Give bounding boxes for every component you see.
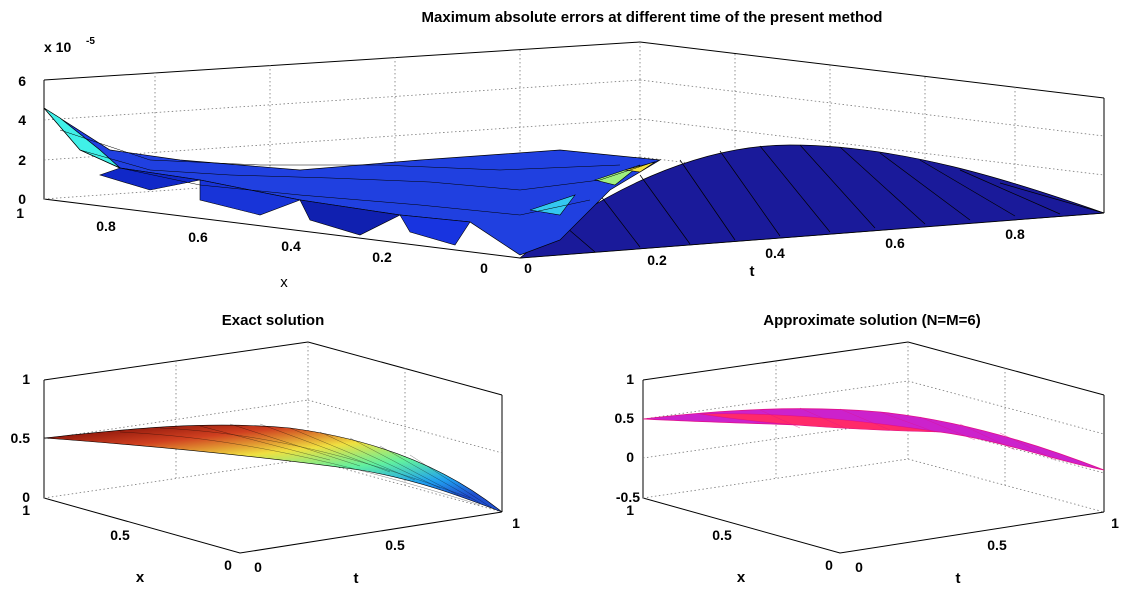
t-tick-label: 1 bbox=[1111, 515, 1119, 531]
z-tick-label: -0.5 bbox=[616, 489, 640, 505]
x-tick-label: 0.6 bbox=[188, 229, 208, 245]
z-tick-label: 2 bbox=[18, 152, 26, 168]
t-tick-label: 0.2 bbox=[647, 252, 667, 268]
t-tick-label: 0 bbox=[524, 260, 532, 276]
approximate-solution-plot: Approximate solution (N=M=6) bbox=[615, 312, 1120, 587]
exponent-value: -5 bbox=[86, 36, 95, 47]
x-tick-label: 0 bbox=[480, 260, 488, 276]
z-tick-label: 0.5 bbox=[615, 410, 635, 426]
z-tick-label: 0 bbox=[22, 489, 30, 505]
z-tick-label: 1 bbox=[626, 371, 634, 387]
x-tick-label: 1 bbox=[22, 502, 30, 518]
exact-surface-mesh bbox=[43, 423, 503, 513]
z-tick-label: 1 bbox=[22, 371, 30, 387]
t-tick-label: 0.5 bbox=[987, 537, 1007, 553]
t-tick-label: 0 bbox=[855, 559, 863, 575]
x-tick-label: 0.5 bbox=[712, 527, 732, 543]
exact-axes-box bbox=[43, 341, 503, 554]
error-t-ticks: 0 0.2 0.4 0.6 0.8 t bbox=[524, 226, 1025, 280]
z-tick-label: 0 bbox=[626, 449, 634, 465]
z-tick-label: 4 bbox=[18, 112, 26, 128]
error-surface-plot: Maximum absolute errors at different tim… bbox=[16, 9, 1105, 291]
x-tick-label: 0.4 bbox=[281, 238, 301, 254]
z-tick-label: 0.5 bbox=[11, 430, 31, 446]
t-tick-label: 1 bbox=[512, 515, 520, 531]
t-axis-label: t bbox=[956, 570, 961, 587]
error-plot-title: Maximum absolute errors at different tim… bbox=[422, 9, 883, 26]
exact-solution-plot: Exact solution bbox=[11, 312, 521, 587]
x-tick-label: 0.8 bbox=[96, 218, 116, 234]
t-tick-label: 0 bbox=[254, 559, 262, 575]
t-axis-label: t bbox=[354, 570, 359, 587]
error-z-ticks: 0 2 4 6 x 10 -5 bbox=[18, 36, 95, 207]
x-tick-label: 0.2 bbox=[372, 249, 392, 265]
approx-axes-box bbox=[642, 341, 1105, 554]
x-tick-label: 1 bbox=[16, 205, 24, 221]
x-tick-label: 1 bbox=[626, 502, 634, 518]
exponent-label: x 10 bbox=[44, 39, 71, 55]
t-tick-label: 0.4 bbox=[765, 245, 785, 261]
error-x-ticks: 1 0.8 0.6 0.4 0.2 0 x bbox=[16, 205, 488, 291]
t-tick-label: 0.8 bbox=[1005, 226, 1025, 242]
error-surface-mesh bbox=[43, 107, 1105, 259]
x-tick-label: 0 bbox=[224, 557, 232, 573]
exact-plot-title: Exact solution bbox=[222, 312, 325, 329]
x-tick-label: 0.5 bbox=[110, 527, 130, 543]
x-tick-label: 0 bbox=[825, 557, 833, 573]
x-axis-label: x bbox=[280, 274, 288, 291]
t-axis-label: t bbox=[750, 263, 755, 280]
z-tick-label: 6 bbox=[18, 73, 26, 89]
approx-surface-mesh bbox=[642, 407, 1105, 471]
approx-plot-title: Approximate solution (N=M=6) bbox=[763, 312, 981, 329]
x-axis-label: x bbox=[737, 569, 746, 586]
x-axis-label: x bbox=[136, 569, 145, 586]
t-tick-label: 0.5 bbox=[385, 537, 405, 553]
z-tick-label: 0 bbox=[18, 191, 26, 207]
t-tick-label: 0.6 bbox=[885, 235, 905, 251]
